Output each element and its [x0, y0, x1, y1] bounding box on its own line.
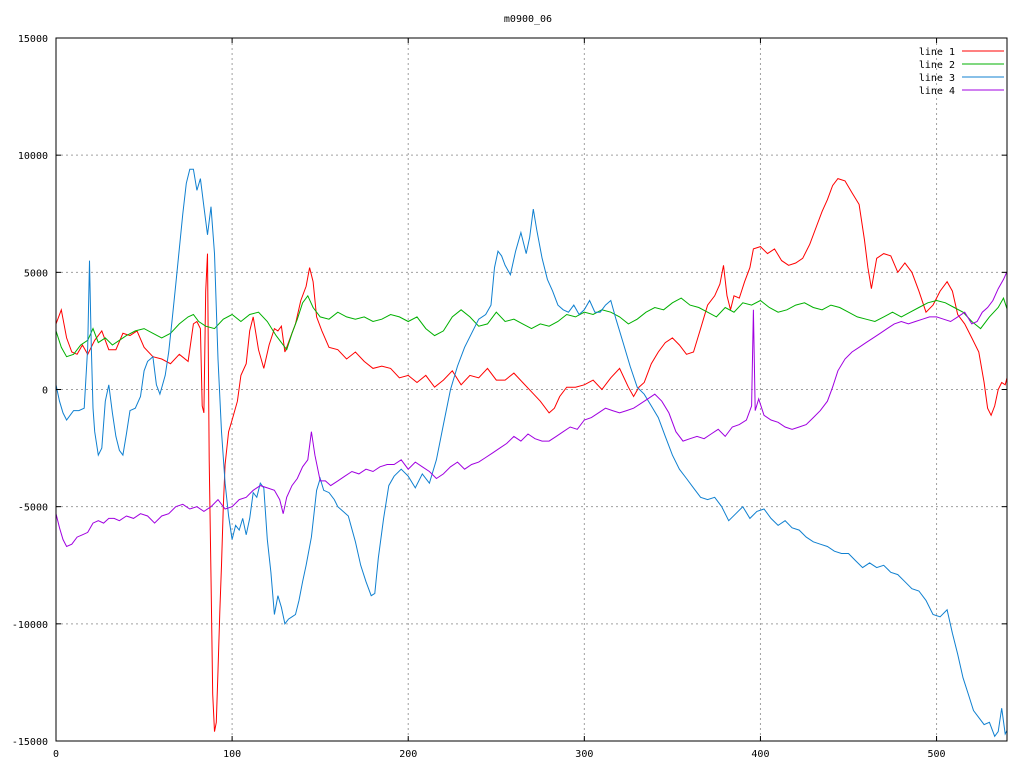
x-tick-label: 100: [223, 749, 241, 760]
axis-ticks: 0 100 200 300 400 500 -15000 -10000 -5000 0 5000 10…: [12, 34, 1007, 760]
x-tick-label: 400: [751, 749, 769, 760]
legend-label: line 3: [919, 73, 955, 84]
series-group: [56, 168, 1007, 738]
y-tick-label: 0: [42, 386, 48, 397]
grid-lines: [56, 38, 1007, 741]
series-line-1: [56, 178, 1007, 732]
x-tick-label: 300: [575, 749, 593, 760]
y-tick-label: 15000: [18, 34, 48, 45]
legend-label: line 1: [919, 47, 955, 58]
y-tick-label: -5000: [18, 503, 48, 514]
series-line-4: [56, 270, 1007, 548]
legend: line 1 line 2 line 3 line 4: [919, 47, 1004, 97]
x-tick-label: 200: [399, 749, 417, 760]
series-line-3: [56, 168, 1007, 738]
y-tick-label: -10000: [12, 620, 48, 631]
y-tick-label: -15000: [12, 737, 48, 748]
series-line-2: [56, 294, 1007, 358]
x-tick-label: 500: [928, 749, 946, 760]
legend-label: line 4: [919, 86, 955, 97]
y-tick-label: 10000: [18, 151, 48, 162]
chart-title: m0900_06: [504, 14, 552, 25]
legend-label: line 2: [919, 60, 955, 71]
y-tick-label: 5000: [24, 268, 48, 279]
x-tick-label: 0: [53, 749, 59, 760]
